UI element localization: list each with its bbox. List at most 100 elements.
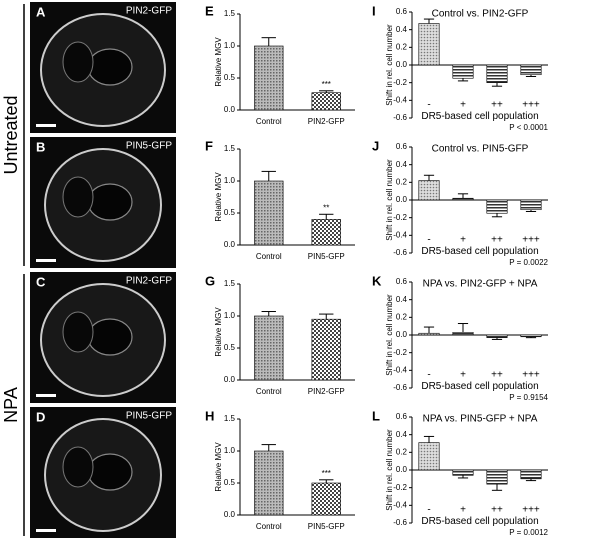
y-axis-label: Relative MGV [214,307,223,357]
panel-letter: C [36,274,46,289]
chart-title: NPA vs. PIN2-GFP + NPA [423,279,538,290]
y-tick-label: 1.0 [224,311,236,320]
x-tick-label: Control [256,252,282,261]
significance: ** [323,203,329,212]
x-tick-label: +++ [522,99,540,110]
y-axis-label: Shift in rel. cell number [385,24,394,106]
y-tick-label: -0.6 [393,518,407,527]
panel-letter: A [36,4,46,19]
bar [311,219,341,246]
x-tick-label: + [460,369,466,380]
y-tick-label: 0.2 [396,42,408,51]
y-tick-label: -0.6 [393,113,407,122]
significance: *** [322,469,331,478]
scale-bar [36,259,56,262]
y-tick-label: 0.4 [396,160,408,169]
y-axis-label: Shift in rel. cell number [385,294,394,376]
bar [311,318,341,381]
micrograph-label: PIN5-GFP [126,141,172,152]
bar [452,332,474,336]
panel-letter: J [372,138,379,153]
y-tick-label: 0.2 [396,177,408,186]
y-tick-label: -0.4 [393,95,407,104]
bar [254,180,284,246]
x-tick-label: - [427,234,430,245]
y-tick-label: 0.6 [396,7,408,16]
micrograph-label: PIN2-GFP [126,6,172,17]
x-tick-label: ++ [491,504,503,515]
x-tick-label: +++ [522,369,540,380]
p-value: P = 0.0022 [509,258,548,267]
y-tick-label: 0.0 [396,465,408,474]
x-tick-label: +++ [522,234,540,245]
chart-title: Control vs. PIN2-GFP [432,9,529,20]
vacuole [62,41,94,83]
vacuole [87,318,133,356]
panel-letter: E [205,3,214,18]
p-value: P = 0.0012 [509,528,548,537]
y-tick-label: 0.4 [396,25,408,34]
y-tick-label: 1.5 [224,144,236,153]
panel-letter: B [36,139,45,154]
y-tick-label: -0.6 [393,248,407,257]
bar [520,64,542,76]
y-tick-label: 0.0 [396,330,408,339]
bar [486,64,508,83]
vacuole [62,176,94,218]
x-tick-label: +++ [522,504,540,515]
y-tick-label: 0.0 [396,195,408,204]
bar [452,197,474,201]
y-axis-label: Relative MGV [214,172,223,222]
row-label: Untreated [1,95,21,174]
bar [520,334,542,338]
p-value: P = 0.9154 [509,393,548,402]
bar [418,332,440,336]
x-tick-label: Control [256,522,282,531]
y-axis-label: Shift in rel. cell number [385,159,394,241]
x-tick-label: + [460,99,466,110]
y-tick-label: 0.6 [396,412,408,421]
y-tick-label: 0.5 [224,343,236,352]
significance: *** [322,80,331,89]
y-tick-label: 0.6 [396,142,408,151]
x-tick-label: - [427,99,430,110]
bar [520,199,542,211]
x-axis-label: DR5-based cell population [421,111,538,122]
bar [311,92,341,111]
y-tick-label: -0.2 [393,483,407,492]
chart-title: NPA vs. PIN5-GFP + NPA [423,414,538,425]
x-tick-label: Control [256,117,282,126]
y-tick-label: 0.5 [224,478,236,487]
y-tick-label: 0.4 [396,430,408,439]
panel-letter: K [372,273,382,288]
scale-bar [36,124,56,127]
bar [254,45,284,111]
x-tick-label: PIN5-GFP [308,522,345,531]
x-tick-label: ++ [491,99,503,110]
x-tick-label: - [427,504,430,515]
y-tick-label: -0.6 [393,383,407,392]
scale-bar [36,394,56,397]
bar [486,469,508,485]
panel-letter: D [36,409,45,424]
x-tick-label: Control [256,387,282,396]
y-tick-label: 0.0 [396,60,408,69]
y-tick-label: 0.6 [396,277,408,286]
vacuole [62,446,94,488]
x-axis-label: DR5-based cell population [421,381,538,392]
y-tick-label: 0.4 [396,295,408,304]
bar [486,199,508,214]
panel-letter: F [205,138,213,153]
micrograph-label: PIN5-GFP [126,411,172,422]
y-tick-label: -0.2 [393,78,407,87]
bar [452,469,474,476]
x-axis-label: DR5-based cell population [421,246,538,257]
row-label: NPA [1,387,21,423]
x-tick-label: PIN2-GFP [308,387,345,396]
y-tick-label: 0.0 [224,510,236,519]
vacuole [87,183,133,221]
y-axis-label: Relative MGV [214,37,223,87]
y-tick-label: 1.0 [224,446,236,455]
